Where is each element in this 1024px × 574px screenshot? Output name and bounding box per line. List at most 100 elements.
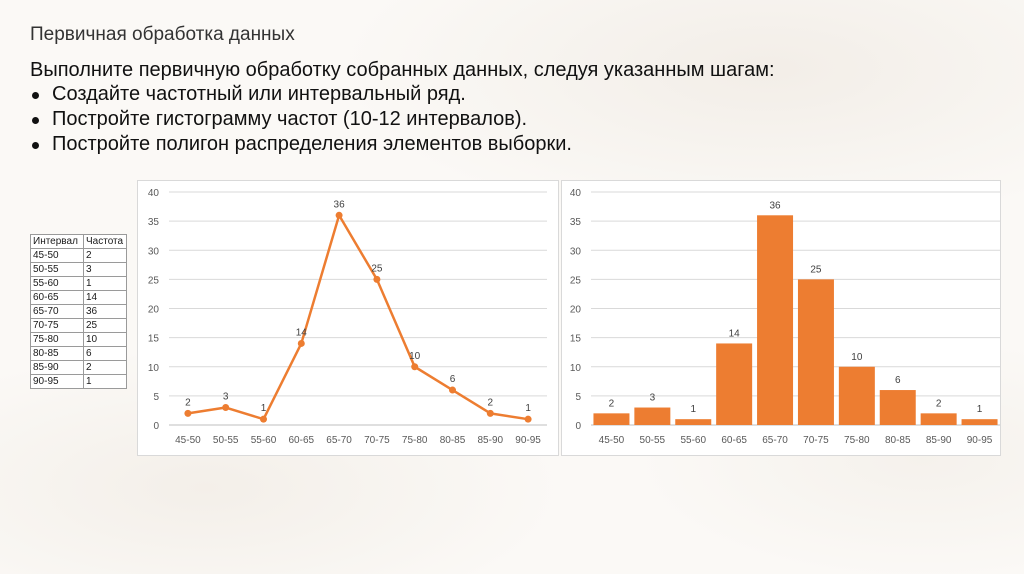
data-point bbox=[222, 404, 230, 412]
instruction-text: Выполните первичную обработку собранных … bbox=[30, 59, 775, 81]
x-tick-label: 90-95 bbox=[967, 435, 993, 446]
frequency-cell: 3 bbox=[83, 262, 127, 277]
data-label: 1 bbox=[690, 404, 696, 415]
bar bbox=[675, 419, 712, 425]
data-label: 14 bbox=[296, 327, 308, 338]
interval-cell: 70-75 bbox=[30, 318, 84, 333]
histogram-chart: 0 5 10 15 20 25 30 35 40 45-50 50-55 55-60 60-65 65-7… bbox=[561, 180, 1001, 456]
interval-cell: 85-90 bbox=[30, 360, 84, 375]
frequency-cell: 6 bbox=[83, 346, 127, 361]
y-tick-label: 25 bbox=[570, 275, 582, 286]
bar bbox=[593, 413, 630, 425]
table-row: 60-65 14 bbox=[30, 290, 127, 305]
data-point bbox=[411, 363, 419, 371]
x-tick-label: 85-90 bbox=[926, 435, 952, 446]
data-point bbox=[260, 415, 267, 423]
x-tick-label: 85-90 bbox=[478, 435, 504, 446]
table-row: 55-60 1 bbox=[30, 276, 127, 291]
data-point bbox=[449, 386, 456, 394]
x-tick-label: 45-50 bbox=[599, 435, 625, 446]
data-label: 2 bbox=[609, 398, 615, 409]
data-label: 1 bbox=[977, 404, 983, 415]
frequency-cell: 2 bbox=[83, 360, 127, 375]
step-item: Постройте гистограмму частот (10-12 инте… bbox=[30, 107, 572, 132]
data-label: 3 bbox=[223, 392, 229, 403]
table-row: 90-95 1 bbox=[30, 374, 127, 389]
y-tick-label: 10 bbox=[148, 363, 160, 374]
steps-list: Создайте частотный или интервальный ряд.… bbox=[30, 82, 572, 157]
table-row: 80-85 6 bbox=[30, 346, 127, 361]
y-tick-label: 0 bbox=[153, 421, 159, 432]
y-tick-label: 20 bbox=[148, 305, 160, 316]
x-tick-label: 65-70 bbox=[326, 435, 352, 446]
y-tick-label: 35 bbox=[148, 217, 160, 228]
frequency-cell: 36 bbox=[83, 304, 127, 319]
interval-cell: 50-55 bbox=[30, 262, 84, 277]
data-label: 1 bbox=[261, 403, 267, 414]
data-label: 2 bbox=[488, 397, 494, 408]
page-title: Первичная обработка данных bbox=[30, 24, 295, 45]
x-tick-label: 75-80 bbox=[844, 435, 870, 446]
data-label: 3 bbox=[650, 393, 656, 404]
series-line bbox=[187, 214, 529, 421]
x-tick-label: 70-75 bbox=[803, 435, 829, 446]
y-tick-label: 30 bbox=[148, 246, 160, 257]
data-label: 25 bbox=[810, 264, 822, 275]
interval-cell: 90-95 bbox=[30, 374, 84, 389]
x-tick-label: 50-55 bbox=[640, 435, 666, 446]
polygon-chart-svg: 0 5 10 15 20 25 30 35 40 45-50 50-55 55-60 60-65 65-7… bbox=[148, 188, 547, 446]
bar bbox=[838, 366, 875, 425]
table-row: 50-55 3 bbox=[30, 262, 127, 277]
bar bbox=[879, 390, 916, 425]
bar bbox=[961, 419, 998, 425]
table-row: 75-80 10 bbox=[30, 332, 127, 347]
data-label: 6 bbox=[895, 375, 901, 386]
frequency-polygon-chart: 0 5 10 15 20 25 30 35 40 45-50 50-55 55-60 60-65 65-7… bbox=[137, 180, 559, 456]
data-label: 36 bbox=[769, 200, 781, 211]
x-tick-label: 60-65 bbox=[721, 435, 747, 446]
x-tick-label: 70-75 bbox=[364, 435, 390, 446]
y-tick-label: 35 bbox=[570, 217, 582, 228]
column-header-frequency: Частота bbox=[83, 234, 127, 249]
table-header-row: Интервал Частота bbox=[30, 234, 127, 249]
x-tick-label: 80-85 bbox=[440, 435, 466, 446]
bar bbox=[716, 343, 753, 425]
frequency-cell: 1 bbox=[83, 276, 127, 291]
frequency-cell: 2 bbox=[83, 248, 127, 263]
data-point bbox=[524, 415, 532, 423]
data-label: 25 bbox=[371, 263, 383, 274]
frequency-cell: 14 bbox=[83, 290, 127, 305]
table-row: 65-70 36 bbox=[30, 304, 127, 319]
frequency-cell: 25 bbox=[83, 318, 127, 333]
step-item: Постройте полигон распределения элементо… bbox=[30, 132, 572, 157]
data-point bbox=[335, 211, 343, 219]
table-row: 85-90 2 bbox=[30, 360, 127, 375]
x-tick-label: 75-80 bbox=[402, 435, 428, 446]
bar bbox=[797, 279, 834, 425]
data-label: 36 bbox=[334, 199, 346, 210]
data-point bbox=[486, 409, 494, 417]
x-tick-label: 45-50 bbox=[175, 435, 201, 446]
y-tick-label: 15 bbox=[570, 334, 582, 345]
x-tick-label: 55-60 bbox=[251, 435, 277, 446]
histogram-chart-svg: 0 5 10 15 20 25 30 35 40 45-50 50-55 55-60 60-65 65-7… bbox=[570, 188, 1000, 446]
column-header-interval: Интервал bbox=[30, 234, 84, 249]
data-point bbox=[373, 275, 381, 283]
data-label: 10 bbox=[409, 351, 421, 362]
interval-cell: 80-85 bbox=[30, 346, 84, 361]
interval-cell: 45-50 bbox=[30, 248, 84, 263]
data-label: 1 bbox=[525, 403, 531, 414]
interval-cell: 75-80 bbox=[30, 332, 84, 347]
y-tick-label: 15 bbox=[148, 334, 160, 345]
y-tick-label: 5 bbox=[575, 392, 581, 403]
bar bbox=[634, 407, 671, 425]
data-label: 2 bbox=[185, 397, 191, 408]
x-tick-label: 80-85 bbox=[885, 435, 911, 446]
table-row: 45-50 2 bbox=[30, 248, 127, 263]
x-tick-label: 55-60 bbox=[680, 435, 706, 446]
x-tick-label: 65-70 bbox=[762, 435, 788, 446]
y-tick-label: 0 bbox=[575, 421, 581, 432]
interval-cell: 65-70 bbox=[30, 304, 84, 319]
x-tick-label: 90-95 bbox=[515, 435, 541, 446]
interval-cell: 60-65 bbox=[30, 290, 84, 305]
